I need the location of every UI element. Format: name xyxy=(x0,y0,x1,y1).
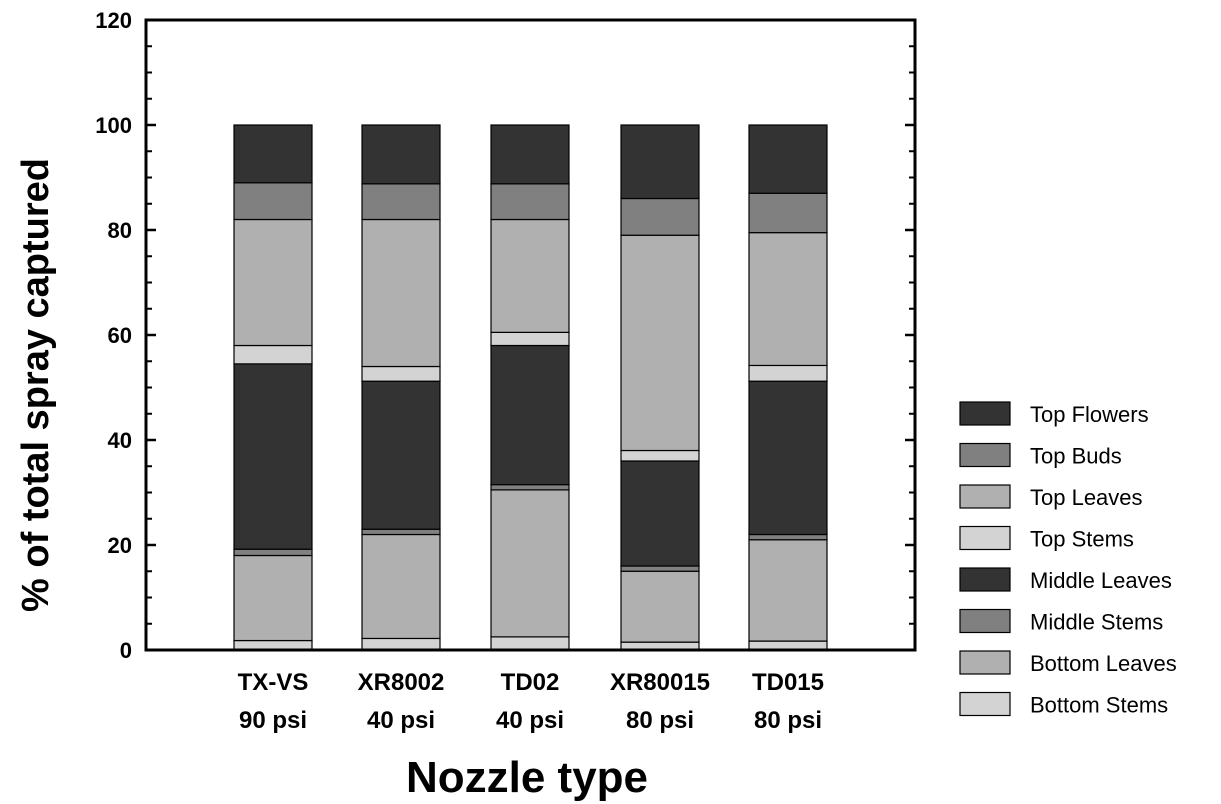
legend-swatch-middle-stems xyxy=(959,608,1011,634)
bar-segment-xr80015-top-leaves xyxy=(620,234,700,452)
bar-segment-td02-middle-stems xyxy=(490,484,570,491)
bar-segment-td015-top-flowers xyxy=(748,124,828,194)
bar-segment-td02-top-leaves xyxy=(490,218,570,333)
bar-segment-td02-top-flowers xyxy=(490,124,570,185)
bar-segment-xr8002-top-flowers xyxy=(361,124,441,185)
bars-layer xyxy=(233,124,828,651)
y-axis: 0 20 40 60 80 100 120 xyxy=(95,8,915,663)
legend-label-middle-leaves: Middle Leaves xyxy=(1030,568,1172,593)
bar-segment-tx-vs-top-flowers xyxy=(233,124,313,184)
legend-label-top-flowers: Top Flowers xyxy=(1030,402,1149,427)
bar-segment-td02-bottom-leaves xyxy=(490,489,570,638)
x-category-sublabel-td02: 40 psi xyxy=(496,707,564,734)
bar-segment-xr80015-top-buds xyxy=(620,197,700,236)
legend-swatch-top-flowers xyxy=(959,401,1011,426)
bar-segment-tx-vs-top-stems xyxy=(233,344,313,365)
legend-swatch-top-leaves xyxy=(959,484,1011,509)
legend-label-bottom-stems: Bottom Stems xyxy=(1030,693,1168,718)
legend-swatch-top-stems xyxy=(959,525,1011,551)
bar-segment-xr8002-top-leaves xyxy=(361,218,441,368)
x-category-label-td02: TD02 xyxy=(501,669,560,696)
bar-segment-tx-vs-middle-leaves xyxy=(233,363,313,550)
bar-segment-td015-middle-stems xyxy=(748,533,828,541)
bar-segment-xr8002-bottom-leaves xyxy=(361,533,441,640)
bar-segment-tx-vs-middle-stems xyxy=(233,548,313,557)
y-tick-label: 40 xyxy=(108,428,132,453)
legend-swatch-top-buds xyxy=(959,442,1011,468)
legend-swatch-bottom-leaves xyxy=(959,650,1011,675)
bar-segment-xr8002-bottom-stems xyxy=(361,637,441,651)
x-axis-title: Nozzle type xyxy=(406,753,648,802)
bar-segment-tx-vs-top-leaves xyxy=(233,218,313,347)
bar-segment-xr8002-top-stems xyxy=(361,365,441,382)
y-tick-label: 120 xyxy=(95,8,132,33)
bar-segment-xr80015-middle-stems xyxy=(620,565,700,572)
x-category-sublabel-tx-vs: 90 psi xyxy=(239,707,307,734)
legend-label-top-leaves: Top Leaves xyxy=(1030,485,1143,510)
bar-segment-td015-top-leaves xyxy=(748,232,828,367)
bar-segment-xr80015-middle-leaves xyxy=(620,460,700,567)
bar-segment-td02-top-buds xyxy=(490,183,570,221)
y-tick-label: 20 xyxy=(108,533,132,558)
bar-segment-xr80015-top-stems xyxy=(620,449,700,462)
bar-segment-xr8002-top-buds xyxy=(361,183,441,221)
bar-segment-td015-top-stems xyxy=(748,364,828,382)
legend-label-top-stems: Top Stems xyxy=(1030,527,1134,552)
legend-label-middle-stems: Middle Stems xyxy=(1030,610,1163,635)
legend-label-top-buds: Top Buds xyxy=(1030,444,1122,469)
bar-segment-xr80015-top-flowers xyxy=(620,124,700,200)
legend: Top Flowers Top Buds Top Leaves Top Stems Mi… xyxy=(959,401,1177,718)
x-category-label-xr8002: XR8002 xyxy=(358,669,445,696)
bar-segment-xr8002-middle-stems xyxy=(361,528,441,536)
bar-segment-td02-middle-leaves xyxy=(490,344,570,486)
legend-swatch-bottom-stems xyxy=(959,691,1011,717)
x-category-label-td015: TD015 xyxy=(752,669,824,696)
y-axis-title: % of total spray captured xyxy=(15,158,57,612)
x-category-label-xr80015: XR80015 xyxy=(610,669,710,696)
y-tick-label: 80 xyxy=(108,218,132,243)
bar-segment-td015-bottom-leaves xyxy=(748,539,828,642)
bar-segment-td015-middle-leaves xyxy=(748,380,828,536)
bar-segment-tx-vs-top-buds xyxy=(233,182,313,221)
bar-segment-xr8002-middle-leaves xyxy=(361,380,441,530)
y-tick-label: 60 xyxy=(108,323,132,348)
y-tick-label: 0 xyxy=(120,638,132,663)
legend-label-bottom-leaves: Bottom Leaves xyxy=(1030,651,1177,676)
x-axis: TX-VS 90 psi XR8002 40 psi TD02 40 psi XR80015… xyxy=(238,669,824,734)
bar-segment-td02-bottom-stems xyxy=(490,636,570,651)
x-category-sublabel-xr8002: 40 psi xyxy=(367,707,435,734)
x-category-sublabel-td015: 80 psi xyxy=(754,707,822,734)
y-tick-label: 100 xyxy=(95,113,132,138)
bar-segment-xr80015-bottom-leaves xyxy=(620,570,700,643)
x-category-label-tx-vs: TX-VS xyxy=(238,669,309,696)
bar-segment-tx-vs-bottom-leaves xyxy=(233,554,313,642)
legend-swatch-middle-leaves xyxy=(959,567,1011,592)
x-category-sublabel-xr80015: 80 psi xyxy=(626,707,694,734)
bar-segment-td02-top-stems xyxy=(490,331,570,347)
bar-segment-td015-top-buds xyxy=(748,192,828,234)
